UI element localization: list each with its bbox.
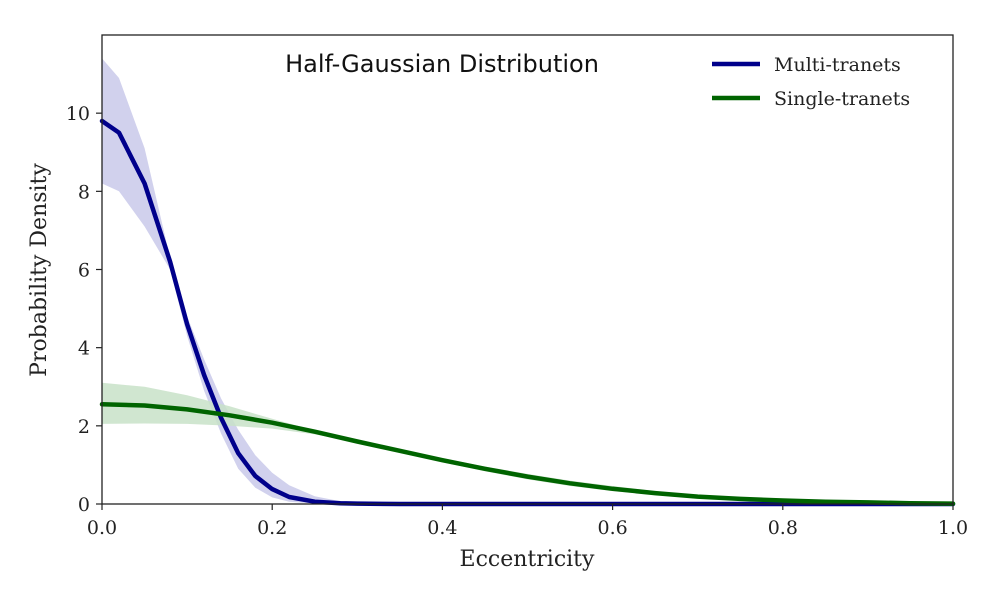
legend-label-single-tranets: Single-tranets <box>774 88 910 110</box>
y-tick-label: 0 <box>78 494 90 516</box>
y-tick-label: 4 <box>78 338 90 360</box>
x-axis-label: Eccentricity <box>460 547 595 572</box>
y-tick-label: 6 <box>78 260 90 282</box>
x-tick-label: 0.4 <box>427 517 457 539</box>
legend: Multi-tranets Single-tranets <box>712 54 910 110</box>
x-tick-label: 0.6 <box>597 517 627 539</box>
legend-label-multi-tranets: Multi-tranets <box>774 54 901 76</box>
y-tick-label: 10 <box>66 103 90 125</box>
y-axis-label: Probability Density <box>27 163 52 377</box>
x-tick-label: 0.8 <box>768 517 798 539</box>
y-tick-label: 2 <box>78 416 90 438</box>
y-tick-label: 8 <box>78 181 90 203</box>
x-tick-label: 0.2 <box>257 517 287 539</box>
x-tick-label: 0.0 <box>87 517 117 539</box>
line-single-tranets <box>99 402 956 506</box>
x-tick-label: 1.0 <box>938 517 968 539</box>
chart-title: Half-Gaussian Distribution <box>285 50 599 78</box>
y-axis-ticks: 0 2 4 6 8 10 <box>66 103 102 516</box>
x-axis-ticks: 0.0 0.2 0.4 0.6 0.8 1.0 <box>87 504 968 539</box>
